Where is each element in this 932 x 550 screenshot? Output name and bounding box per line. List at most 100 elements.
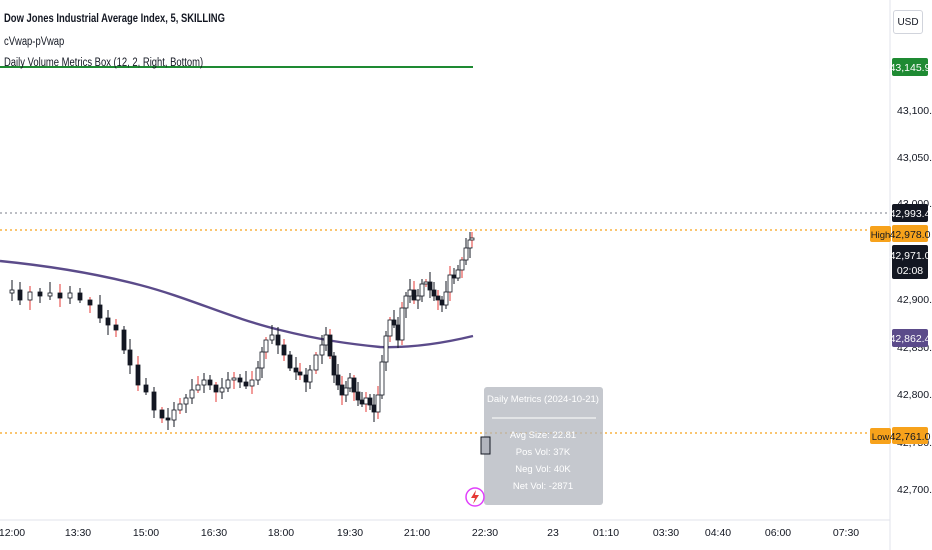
- candle-body: [403, 295, 409, 309]
- price-tick: 42,700.0: [897, 484, 932, 496]
- candle-body: [87, 299, 93, 306]
- candle-body: [431, 289, 437, 297]
- time-axis[interactable]: 12:00 13:30 15:00 16:30 18:00 19:30 21:0…: [0, 527, 859, 539]
- candle-body: [367, 397, 373, 406]
- svg-text:Low: Low: [872, 432, 890, 443]
- candle-body: [451, 274, 457, 279]
- candle-body: [293, 367, 299, 373]
- time-label: 18:00: [268, 527, 294, 539]
- price-tick: 43,050.0: [897, 152, 932, 164]
- metrics-pos-vol: Pos Vol: 37K: [516, 447, 571, 458]
- candle-body: [165, 417, 171, 421]
- candle-body: [423, 281, 429, 285]
- candle-body: [347, 377, 353, 389]
- time-label: 23: [547, 527, 559, 539]
- candle-body: [343, 387, 349, 396]
- candle-body: [97, 304, 103, 319]
- candle-body: [159, 409, 165, 419]
- candle-body: [237, 377, 243, 383]
- candle-body: [435, 295, 441, 301]
- candle-body: [269, 334, 275, 341]
- candle-body: [443, 291, 449, 306]
- price-tag-low: Low 42,761.0: [870, 427, 931, 444]
- time-label: 22:30: [472, 527, 498, 539]
- time-label: 19:30: [337, 527, 363, 539]
- metrics-neg-vol: Neg Vol: 40K: [515, 464, 571, 475]
- candle-body: [183, 397, 189, 405]
- svg-text:High: High: [871, 230, 891, 241]
- price-tick: 42,900.0: [897, 294, 932, 306]
- candle-body: [307, 369, 313, 383]
- price-tag-current: 42,971.0 02:08: [890, 245, 931, 279]
- candle-body: [275, 334, 281, 346]
- candle-body: [319, 344, 325, 356]
- candle-body: [47, 292, 53, 297]
- candle-body: [57, 292, 63, 299]
- metrics-box-title: Daily Metrics (2024-10-21): [487, 394, 599, 405]
- candle-body: [77, 292, 83, 301]
- candle-body: [459, 259, 465, 271]
- time-label: 12:00: [0, 527, 25, 539]
- candle-body: [463, 247, 469, 261]
- candle-body: [339, 384, 345, 396]
- svg-text:42,993.4: 42,993.4: [890, 208, 931, 220]
- candle-body: [297, 371, 303, 376]
- svg-text:42,761.0: 42,761.0: [890, 431, 931, 443]
- candle-body: [303, 374, 309, 383]
- daily-metrics-box: Daily Metrics (2024-10-21) Avg Size: 22.…: [484, 387, 603, 505]
- candle-body: [407, 289, 413, 297]
- time-label: 04:40: [705, 527, 731, 539]
- candlestick-series: [9, 232, 475, 430]
- candle-body: [9, 289, 15, 294]
- candle-body: [263, 339, 269, 353]
- candle-body: [37, 291, 43, 297]
- candle-body: [395, 324, 401, 341]
- symbol-title[interactable]: Dow Jones Industrial Average Index, 5, S…: [4, 13, 225, 25]
- candle-body: [127, 349, 133, 366]
- candle-body: [363, 397, 369, 405]
- indicator-legend-metrics-box[interactable]: Daily Volume Metrics Box (12, 2, Right, …: [4, 57, 204, 69]
- svg-text:42,862.4: 42,862.4: [890, 333, 931, 345]
- candle-body: [143, 384, 149, 393]
- candle-body: [105, 317, 111, 326]
- candle-body: [27, 291, 33, 301]
- candle-body: [447, 274, 453, 293]
- candle-body: [201, 379, 207, 386]
- candle-body: [455, 269, 461, 279]
- candle-body: [323, 334, 329, 346]
- bar-countdown: 02:08: [897, 265, 923, 277]
- candle-body: [195, 384, 201, 391]
- candle-body: [231, 377, 237, 381]
- candle-body: [67, 292, 73, 299]
- metrics-box-background: [484, 387, 603, 505]
- metrics-net-vol: Net Vol: -2871: [513, 481, 573, 492]
- candle-body: [355, 391, 361, 401]
- indicator-legend-vwap[interactable]: cVwap-pVwap: [4, 36, 65, 48]
- candle-body: [391, 319, 397, 326]
- candle-body: [427, 281, 433, 291]
- candle-body: [411, 289, 417, 301]
- time-label: 06:00: [765, 527, 791, 539]
- candle-body: [335, 374, 341, 386]
- candle-body: [383, 335, 389, 363]
- metrics-avg-size: Avg Size: 22.81: [510, 430, 576, 441]
- candle-body: [249, 379, 255, 387]
- price-tick: 43,100.0: [897, 105, 932, 117]
- candle-body: [469, 237, 475, 241]
- svg-text:42,978.0: 42,978.0: [890, 229, 931, 241]
- candle-body: [151, 391, 157, 411]
- candle-body: [351, 377, 357, 393]
- candle-body: [331, 355, 337, 376]
- candle-body: [387, 319, 393, 337]
- candle-body: [17, 289, 23, 301]
- svg-text:43,145.9: 43,145.9: [890, 62, 931, 74]
- plot-area[interactable]: [0, 0, 890, 520]
- currency-button[interactable]: USD: [893, 10, 923, 34]
- time-label: 13:30: [65, 527, 91, 539]
- candle-body: [399, 307, 405, 341]
- current-price: 42,971.0: [890, 250, 931, 262]
- candle-body: [207, 379, 213, 386]
- lightning-icon[interactable]: [465, 487, 485, 507]
- candle-body: [379, 361, 385, 396]
